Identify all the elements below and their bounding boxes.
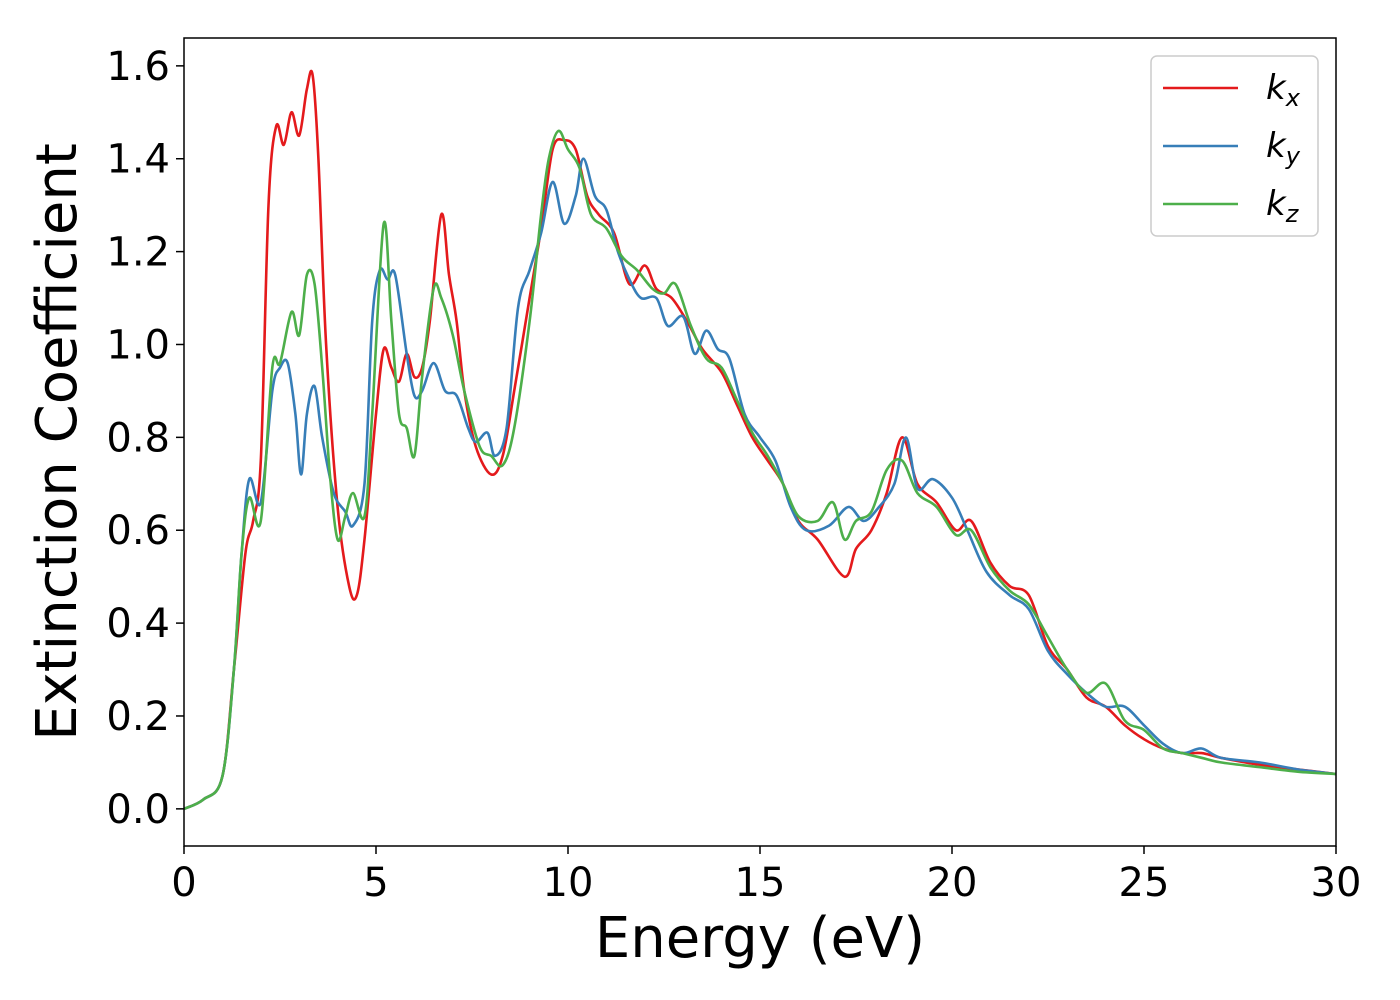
x-tick-label: 30 xyxy=(1311,860,1362,906)
y-tick-label: 0.2 xyxy=(106,694,170,740)
y-tick-label: 0.0 xyxy=(106,787,170,833)
x-tick-label: 20 xyxy=(927,860,978,906)
series-line-kx xyxy=(183,69,1337,811)
x-tick-label: 0 xyxy=(171,860,196,906)
y-tick-label: 1.4 xyxy=(106,137,170,183)
y-tick-label: 0.4 xyxy=(106,601,170,647)
y-tick-label: 1.0 xyxy=(106,322,170,368)
y-tick-label: 1.6 xyxy=(106,44,170,90)
x-tick-label: 25 xyxy=(1119,860,1170,906)
x-axis-ticks: 0 5 10 15 20 25 30 xyxy=(171,846,1361,906)
y-axis-ticks: 0.0 0.2 0.4 0.6 0.8 1.0 1.2 1.4 1.6 xyxy=(106,44,184,833)
y-tick-label: 1.2 xyxy=(106,230,170,276)
series-line-kz xyxy=(183,129,1337,811)
legend-label-kz: kz xyxy=(1266,184,1300,228)
series-line-ky xyxy=(183,157,1337,811)
legend-label-kx: kx xyxy=(1266,68,1301,112)
legend-label-ky: ky xyxy=(1266,126,1301,170)
x-tick-label: 10 xyxy=(543,860,594,906)
x-axis-label: Energy (eV) xyxy=(595,906,925,971)
legend: kx ky kz xyxy=(1150,55,1319,237)
series-layer xyxy=(183,69,1337,811)
y-tick-label: 0.8 xyxy=(106,415,170,461)
y-axis-label: Extinction Coefficient xyxy=(25,143,90,741)
x-tick-label: 5 xyxy=(363,860,388,906)
x-tick-label: 15 xyxy=(735,860,786,906)
y-tick-label: 0.6 xyxy=(106,508,170,554)
